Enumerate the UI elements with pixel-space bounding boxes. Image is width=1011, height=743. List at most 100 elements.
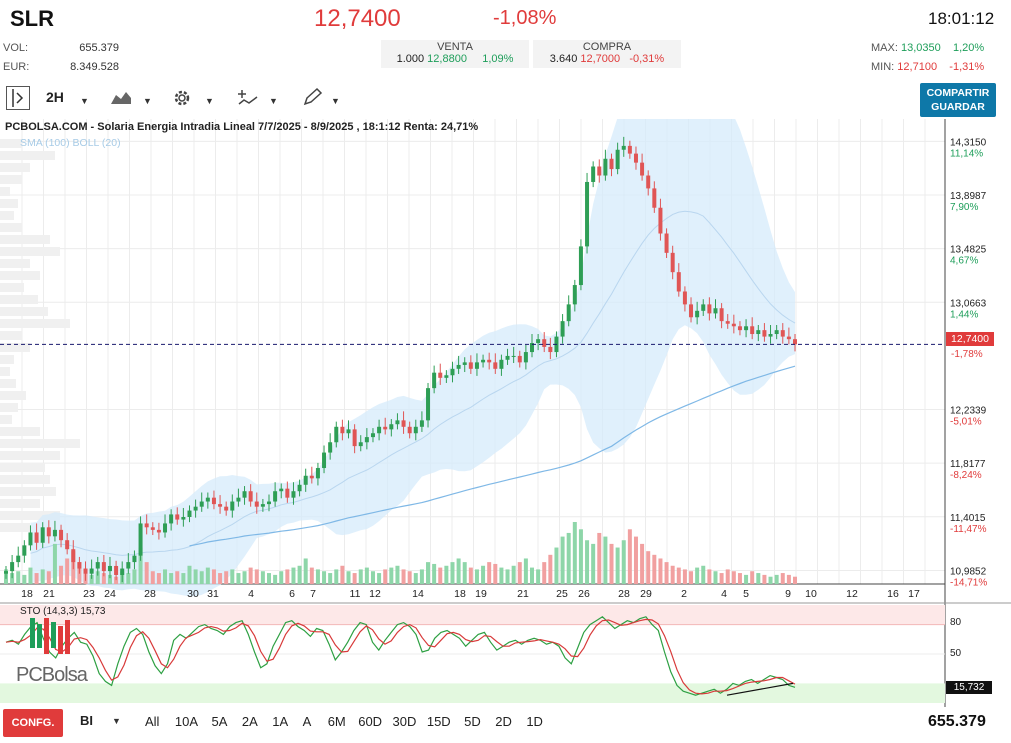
volume-profile-bar [0, 307, 48, 316]
config-button[interactable]: CONFG. [3, 709, 63, 737]
volume-profile-bar [0, 283, 24, 292]
timeframe-a[interactable]: A [302, 714, 312, 729]
stochastic-panel [0, 605, 945, 703]
date-tick-label: 24 [104, 588, 116, 600]
timeframe-2a[interactable]: 2A [241, 714, 258, 729]
volume-bars [4, 522, 797, 584]
candle-body [328, 442, 333, 453]
timeframe-30d[interactable]: 30D [392, 714, 417, 729]
candle-body [560, 321, 565, 337]
volume-profile-bar [0, 295, 38, 304]
candle-body [438, 372, 443, 378]
interval-selector[interactable]: 2H [46, 89, 64, 105]
chevron-down-icon[interactable]: ▼ [143, 96, 152, 106]
timeframe-60d[interactable]: 60D [358, 714, 383, 729]
timeframe-1a[interactable]: 1A [272, 714, 289, 729]
sidebar-toggle-button[interactable] [6, 86, 30, 110]
candle-body [652, 188, 657, 208]
volume-bar [468, 567, 473, 584]
sell-pct: 1,09% [482, 53, 514, 65]
drawing-tools-button[interactable] [302, 87, 324, 112]
min-value: 12,7100 [897, 61, 938, 73]
chevron-down-icon[interactable]: ▼ [112, 716, 121, 726]
min-label: MIN: [871, 61, 895, 73]
candle-body [499, 359, 504, 369]
chart-legend: SMA (100) BOLL (20) [20, 137, 121, 149]
timeframe-1d[interactable]: 1D [526, 714, 543, 729]
volume-bar [315, 569, 320, 584]
volume-bar [254, 569, 259, 584]
volume-bar [236, 573, 241, 584]
volume-bar [676, 567, 681, 584]
candle-body [523, 352, 528, 363]
chevron-down-icon[interactable]: ▼ [331, 96, 340, 106]
candle-body [83, 568, 88, 574]
candle-body [627, 145, 632, 154]
chevron-down-icon[interactable]: ▼ [205, 96, 214, 106]
volume-bar [242, 571, 247, 584]
chevron-down-icon[interactable]: ▼ [269, 96, 278, 106]
stoch-d-line [5, 618, 796, 695]
volume-bar [701, 565, 706, 584]
candle-body [65, 540, 70, 550]
indicators-button[interactable] [237, 87, 259, 112]
volume-bar [419, 569, 424, 584]
bollinger-mid-line [30, 210, 796, 556]
chart-mode-selector[interactable]: BI [80, 713, 93, 728]
timeframe-5d[interactable]: 5D [464, 714, 481, 729]
candle-body [138, 523, 143, 556]
volume-bar [199, 571, 204, 584]
timeframe-2d[interactable]: 2D [495, 714, 512, 729]
candle-body [462, 362, 467, 365]
volume-bar [10, 573, 15, 584]
euro-volume-label: EUR: [3, 61, 30, 73]
volume-bar [713, 571, 718, 584]
volume-bar [597, 532, 602, 584]
volume-bar [297, 565, 302, 584]
pcbolsa-logo [20, 616, 80, 661]
volume-bar [224, 571, 229, 584]
candle-body [334, 426, 339, 443]
price-change-pct: -1,08% [493, 7, 557, 29]
volume-bar [744, 574, 749, 584]
candle-body [4, 571, 8, 574]
volume-bar [627, 529, 632, 584]
candle-body [77, 562, 82, 569]
candle-body [401, 420, 406, 427]
timeframe-10a[interactable]: 10A [174, 714, 199, 729]
date-tick-label: 21 [43, 588, 55, 600]
candle-body [566, 304, 571, 322]
candle-body [303, 475, 308, 485]
pct-tick-label: -11,47% [950, 524, 987, 535]
date-tick-label: 17 [908, 588, 920, 600]
max-row: MAX: 13,0350 1,20% [871, 42, 984, 54]
price-tick-label: 13,8987 [950, 191, 987, 202]
share-save-button[interactable]: COMPARTIR GUARDAR [920, 83, 996, 117]
candle-body [230, 501, 235, 511]
candle-body [413, 426, 418, 434]
volume-bar [187, 565, 192, 584]
volume-bar [107, 574, 112, 584]
volume-bar [395, 565, 400, 584]
volume-bar [426, 562, 431, 584]
chevron-down-icon[interactable]: ▼ [80, 96, 89, 106]
chart-type-button[interactable] [110, 89, 132, 110]
volume-bar [505, 569, 510, 584]
timeframe-5a[interactable]: 5A [211, 714, 228, 729]
last-update-time: 18:01:12 [928, 9, 995, 28]
date-tick-label: 4 [721, 588, 727, 600]
volume-bar [309, 567, 314, 584]
timeframe-all[interactable]: All [145, 714, 160, 729]
settings-button[interactable] [171, 87, 193, 114]
volume-bar [511, 565, 516, 584]
timeframe-15d[interactable]: 15D [426, 714, 451, 729]
timeframe-6m[interactable]: 6M [327, 714, 346, 729]
candle-body [737, 326, 742, 331]
volume-profile-bar [0, 475, 50, 484]
candle-body [517, 355, 522, 363]
candle-body [101, 562, 106, 572]
candle-body [676, 272, 681, 292]
volume-bar [517, 562, 522, 584]
date-tick-label: 18 [21, 588, 33, 600]
